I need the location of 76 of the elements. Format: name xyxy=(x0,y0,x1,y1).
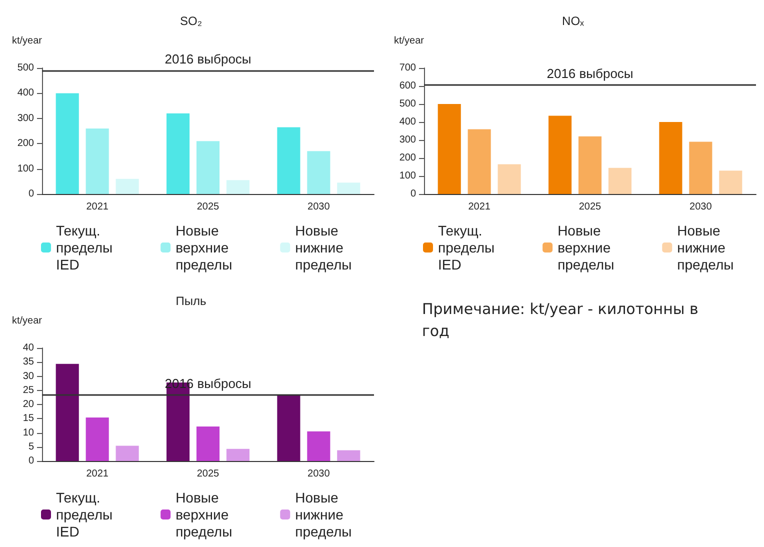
bar xyxy=(498,164,521,194)
y-tick-label: 0 xyxy=(410,188,416,200)
x-tick-label: 2021 xyxy=(86,202,109,212)
y-tick-label: 500 xyxy=(17,62,34,74)
chart-title: NOₓ xyxy=(562,14,584,28)
y-tick-label: 25 xyxy=(22,384,34,396)
x-tick-label: 2021 xyxy=(468,202,491,212)
bar xyxy=(226,180,250,194)
bar xyxy=(337,182,360,194)
bar xyxy=(56,93,79,194)
bar xyxy=(226,448,250,461)
y-tick-label: 400 xyxy=(17,88,34,99)
y-tick-label: 20 xyxy=(22,399,34,410)
legend-label: Новые верхние пределы xyxy=(176,222,232,272)
y-tick-label: 300 xyxy=(399,134,416,146)
y-tick-label: 35 xyxy=(22,356,34,368)
y-tick-label: 200 xyxy=(399,152,416,164)
x-tick-label: 2025 xyxy=(578,202,602,212)
y-tick-label: 100 xyxy=(399,170,416,182)
bar xyxy=(307,151,330,194)
y-tick-label: 300 xyxy=(17,112,34,124)
bar xyxy=(277,395,300,461)
y-tick-label: 0 xyxy=(28,188,34,200)
y-tick-label: 600 xyxy=(399,80,416,92)
bar xyxy=(196,426,220,461)
bar xyxy=(719,170,742,194)
y-tick-label: 200 xyxy=(17,138,34,150)
bar xyxy=(116,446,139,461)
bar xyxy=(548,116,572,194)
x-tick-label: 2025 xyxy=(196,202,220,212)
y-tick-label: 10 xyxy=(22,427,34,438)
y-tick-label: 15 xyxy=(22,413,34,424)
y-tick-label: 700 xyxy=(399,62,416,74)
bar xyxy=(166,113,190,194)
x-tick-label: 2025 xyxy=(196,468,220,480)
legend-label: Текущ. пределы IED xyxy=(56,490,113,540)
y-tick-label: 100 xyxy=(17,163,34,174)
y-tick-label: 0 xyxy=(28,456,34,466)
bar xyxy=(608,168,632,194)
legend-label: Текущ. пределы IED xyxy=(56,222,113,272)
y-tick-label: 500 xyxy=(399,98,416,110)
bar xyxy=(468,129,491,194)
bar xyxy=(307,431,330,461)
y-axis-title: kt/year xyxy=(394,36,425,46)
y-axis-title: kt/year xyxy=(12,36,43,46)
legend-label: Новые верхние пределы xyxy=(558,222,614,272)
y-tick-label: 40 xyxy=(22,342,34,354)
y-tick-label: 400 xyxy=(399,116,416,128)
y-axis-title: kt/year xyxy=(12,316,43,326)
legend-label: Текущ. пределы IED xyxy=(438,222,495,272)
bar xyxy=(578,136,602,194)
bar xyxy=(689,142,712,194)
bar xyxy=(277,127,300,194)
bar xyxy=(196,141,220,194)
y-tick-label: 30 xyxy=(22,370,34,382)
bar xyxy=(86,128,109,194)
y-tick-label: 5 xyxy=(28,441,34,452)
x-tick-label: 2021 xyxy=(86,468,109,480)
bar xyxy=(116,178,139,194)
legend-label: Новые нижние пределы xyxy=(677,222,734,272)
bar xyxy=(438,104,461,194)
bar xyxy=(659,122,682,194)
ref-line-label: 2016 выбросы xyxy=(164,52,252,67)
chart-title: SO₂ xyxy=(180,14,202,28)
legend-label: Новые нижние пределы xyxy=(295,222,352,272)
ref-line-label: 2016 выбросы xyxy=(546,66,634,82)
bar xyxy=(56,364,79,461)
legend-label: Новые нижние пределы xyxy=(295,490,352,540)
x-tick-label: 2030 xyxy=(690,202,712,212)
x-tick-label: 2030 xyxy=(308,202,330,212)
bar xyxy=(86,417,109,461)
x-tick-label: 2030 xyxy=(308,468,330,480)
legend-label: Новые верхние пределы xyxy=(176,490,232,540)
text: Примечание: kt/year - килотонны в год xyxy=(422,299,700,342)
bar xyxy=(337,450,360,461)
chart-title: Пыль xyxy=(176,294,206,308)
